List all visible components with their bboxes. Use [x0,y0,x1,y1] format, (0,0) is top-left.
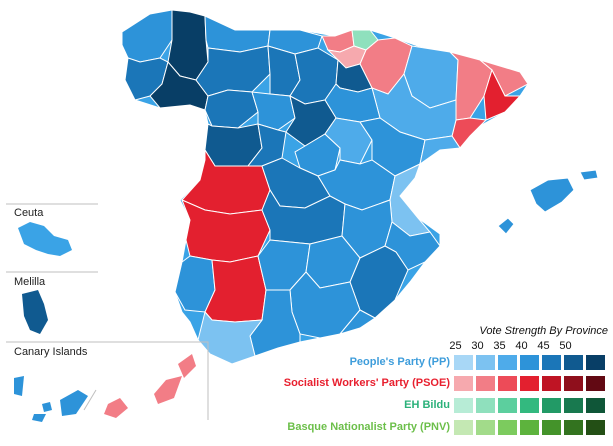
balearic-menorca [579,169,599,181]
legend-party-label: People's Party (PP) [349,356,450,368]
ceuta-shape [18,222,72,256]
legend-swatch [475,354,496,371]
legend-tick: 40 [515,340,528,352]
canary-tenerife [60,390,88,416]
legend-title: Vote Strength By Province [479,325,608,337]
legend-tick: 30 [471,340,484,352]
province-guadalajara [324,117,373,165]
legend-swatch [541,419,562,436]
legend-swatch [453,419,474,436]
legend-swatch [453,397,474,414]
legend-swatch [497,354,518,371]
legend-swatch [585,375,606,392]
legend-swatch [475,397,496,414]
legend-swatch [563,419,584,436]
legend-swatch [563,375,584,392]
legend-swatch [453,354,474,371]
province-zamora [204,89,259,129]
legend-party-label: Socialist Workers' Party (PSOE) [283,377,450,389]
legend-tick: 50 [559,340,572,352]
legend-swatch [497,397,518,414]
legend-swatch [563,397,584,414]
canary-gran-canaria [104,398,128,418]
legend-swatch [519,419,540,436]
canary-fuerteventura [154,376,182,404]
legend-swatch [519,354,540,371]
legend-swatch [475,419,496,436]
legend-swatch [453,375,474,392]
canary-la-palma [14,376,24,396]
legend-party-label: EH Bildu [404,399,450,411]
melilla-shape [22,290,48,334]
province-valladolid [251,91,296,131]
legend-swatch [585,397,606,414]
legend-swatch [519,375,540,392]
canary-divider [83,389,97,411]
legend-tick: 45 [537,340,550,352]
legend-swatch [585,354,606,371]
province-barcelona [483,68,522,121]
province-almeria [338,309,376,335]
legend-tick: 35 [493,340,506,352]
inset-label-melilla: Melilla [14,276,46,288]
legend-tick: 25 [449,340,462,352]
legend-swatch [519,397,540,414]
legend-swatch [541,354,562,371]
legend-swatch [497,419,518,436]
inset-label-ceuta: Ceuta [14,207,44,219]
canary-lanzarote [178,354,196,378]
legend-swatch [497,375,518,392]
inset-frame-canary [6,341,209,420]
legend-party-label: Basque Nationalist Party (PNV) [287,421,450,433]
province-castellon [419,135,461,166]
canary-el-hierro [32,414,46,422]
legend-swatch [475,375,496,392]
balearic-ibiza [497,217,515,235]
canary-la-gomera [42,402,52,412]
inset-label-canary: Canary Islands [14,346,88,358]
legend-swatch [563,354,584,371]
province-asturias [204,15,271,53]
province-cadiz [197,310,264,365]
legend-swatch [585,419,606,436]
balearic-mallorca [529,177,575,213]
legend-swatch [541,397,562,414]
legend-swatch [541,375,562,392]
